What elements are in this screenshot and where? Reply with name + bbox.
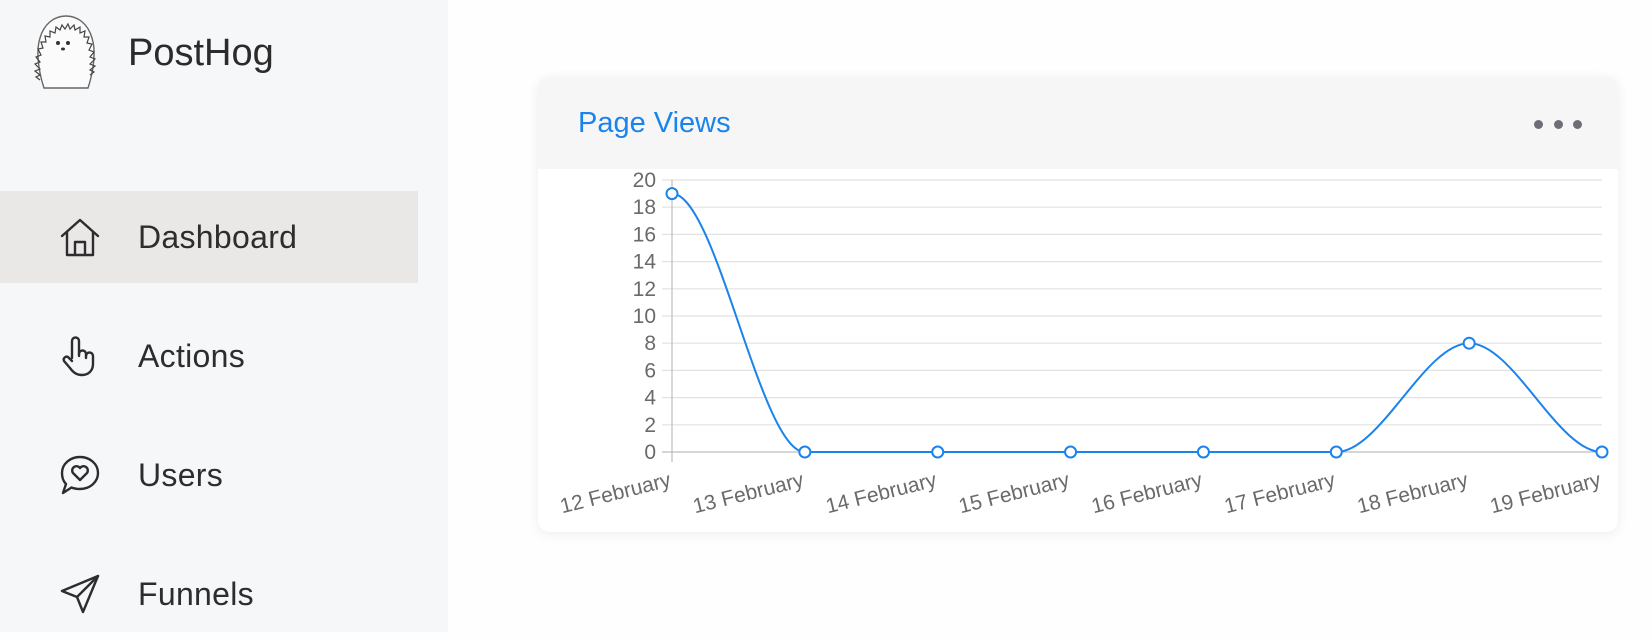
x-tick-label: 13 February: [691, 468, 807, 518]
sidebar: PostHog Dashboard Actions Users Funnels: [0, 0, 448, 632]
data-point: [1595, 445, 1609, 459]
page-views-card: Page Views 0 2 4 6 8 10 12 14 16 18 20 12 February 1…: [538, 77, 1618, 532]
page-views-chart: 0 2 4 6 8 10 12 14 16 18 20 12 February 13 February 1…: [558, 169, 1609, 518]
home-icon: [60, 218, 100, 257]
y-tick-label: 4: [644, 387, 656, 410]
sidebar-item-funnels[interactable]: Funnels: [0, 548, 418, 640]
sidebar-item-users[interactable]: Users: [0, 429, 418, 521]
brand[interactable]: PostHog: [30, 10, 274, 90]
sidebar-item-label: Funnels: [138, 575, 254, 612]
y-tick-label: 20: [633, 169, 656, 192]
y-tick-label: 18: [633, 196, 656, 219]
sidebar-item-dashboard[interactable]: Dashboard: [0, 191, 418, 283]
card-title[interactable]: Page Views: [578, 107, 731, 139]
x-tick-label: 19 February: [1488, 468, 1604, 518]
sidebar-item-label: Users: [138, 456, 224, 493]
sidebar-item-label: Dashboard: [138, 218, 298, 255]
x-tick-label: 14 February: [823, 468, 939, 518]
data-point: [1064, 445, 1078, 459]
pointer-hand-icon: [62, 336, 95, 377]
y-tick-label: 8: [644, 332, 656, 355]
x-tick-label: 18 February: [1355, 468, 1471, 518]
series-line: [671, 192, 1603, 454]
y-tick-label: 14: [633, 251, 657, 274]
data-point: [1462, 336, 1476, 350]
card-header: Page Views: [538, 77, 1618, 169]
more-dots-icon[interactable]: [1534, 109, 1582, 139]
sidebar-item-actions[interactable]: Actions: [0, 310, 418, 402]
hedgehog-logo-icon: [33, 15, 97, 89]
sidebar-item-label: Actions: [138, 337, 246, 374]
x-tick-label: 17 February: [1222, 468, 1338, 518]
data-point: [1196, 445, 1210, 459]
y-tick-label: 0: [644, 441, 656, 464]
y-tick-label: 16: [633, 223, 656, 246]
y-tick-label: 2: [644, 414, 656, 437]
data-point: [798, 445, 812, 459]
y-tick-label: 10: [633, 305, 656, 328]
data-point: [931, 445, 945, 459]
chat-heart-icon: [60, 455, 100, 495]
data-point: [665, 187, 679, 201]
x-tick-label: 15 February: [956, 468, 1072, 518]
y-tick-label: 6: [644, 359, 656, 382]
paper-plane-icon: [60, 574, 100, 614]
brand-name: PostHog: [128, 32, 274, 74]
x-tick-label: 16 February: [1089, 468, 1205, 518]
x-tick-label: 12 February: [558, 468, 674, 518]
data-point: [1329, 445, 1343, 459]
y-tick-label: 12: [633, 278, 656, 301]
